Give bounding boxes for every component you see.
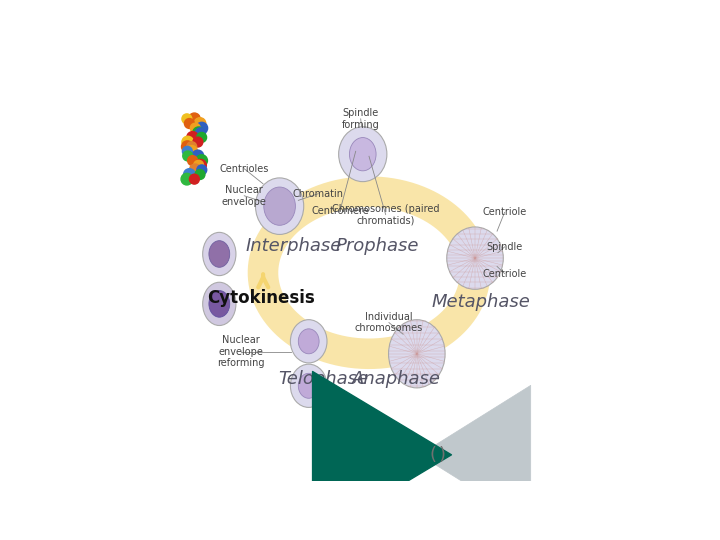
Text: Centromere: Centromere [311,206,369,216]
Circle shape [189,113,200,125]
Text: Centriole: Centriole [482,268,526,279]
Text: Metaphase: Metaphase [432,293,531,311]
Circle shape [196,122,207,134]
Circle shape [192,150,204,162]
Text: Chromosomes (paired
chromatids): Chromosomes (paired chromatids) [332,204,439,225]
Text: Individual
chromosomes: Individual chromosomes [355,312,423,333]
Ellipse shape [349,138,376,171]
Ellipse shape [389,320,445,388]
Text: Prophase: Prophase [336,237,419,255]
Text: Cytokinesis: Cytokinesis [207,289,315,307]
Ellipse shape [203,282,236,326]
Ellipse shape [446,227,503,289]
Circle shape [184,168,195,180]
Circle shape [189,164,201,176]
Circle shape [193,127,204,139]
Ellipse shape [290,364,327,407]
Circle shape [186,132,199,143]
Text: Telophase: Telophase [278,370,369,388]
Circle shape [197,165,207,175]
Text: Spindle
forming: Spindle forming [342,108,379,130]
Text: ): ) [438,446,445,464]
Text: (: ( [430,446,437,464]
Ellipse shape [209,241,230,267]
Circle shape [181,173,193,185]
Ellipse shape [209,291,230,317]
Text: Chromatin: Chromatin [293,188,343,199]
Circle shape [194,159,207,171]
Text: Nuclear
envelope: Nuclear envelope [222,185,266,207]
Text: Spindle: Spindle [487,242,523,252]
Circle shape [189,174,199,184]
Text: Interphase: Interphase [245,237,341,255]
Circle shape [188,156,197,166]
Ellipse shape [256,178,304,234]
Circle shape [184,119,194,129]
Circle shape [182,114,192,124]
Circle shape [194,160,204,170]
Circle shape [181,141,193,152]
Text: Centrioles: Centrioles [220,164,269,174]
Text: Anaphase: Anaphase [351,370,441,388]
Circle shape [197,132,207,143]
Ellipse shape [264,187,295,225]
FancyArrowPatch shape [420,386,531,524]
Circle shape [186,145,197,157]
FancyArrowPatch shape [312,372,451,538]
Ellipse shape [338,127,387,181]
Circle shape [196,155,207,166]
Circle shape [195,170,205,179]
Circle shape [193,137,203,147]
Ellipse shape [298,329,319,354]
Circle shape [186,141,197,152]
Circle shape [196,128,205,138]
Ellipse shape [298,373,319,399]
Text: Centriole: Centriole [482,207,526,218]
Text: Nuclear
envelope
reforming: Nuclear envelope reforming [217,335,265,368]
Circle shape [182,136,194,148]
Ellipse shape [290,320,327,363]
Circle shape [190,123,200,133]
Circle shape [183,151,193,161]
Circle shape [182,146,192,156]
Circle shape [194,118,206,129]
Ellipse shape [203,232,236,275]
